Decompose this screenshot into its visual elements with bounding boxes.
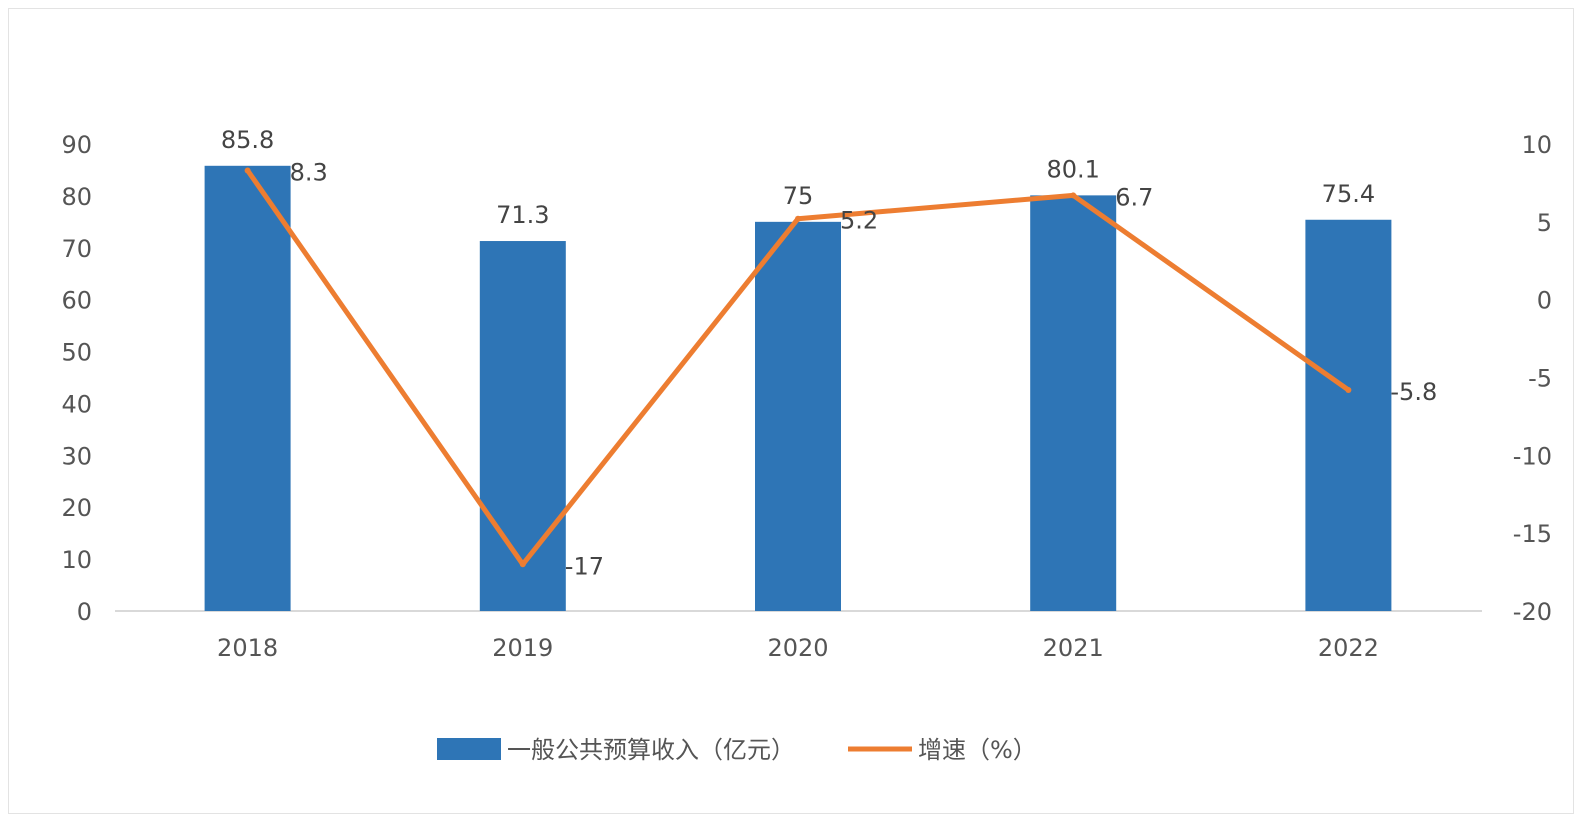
line-point xyxy=(1070,192,1077,199)
y-left-tick-label: 80 xyxy=(61,183,92,211)
bar-data-labels: 85.8 71.3 75 80.1 75.4 xyxy=(221,126,1375,229)
y-left-tick-label: 90 xyxy=(61,131,92,159)
y-right-tick-label: 5 xyxy=(1537,209,1552,237)
line-value-label: 8.3 xyxy=(290,158,328,186)
bar xyxy=(204,165,291,611)
bar-series xyxy=(204,165,1392,612)
bar xyxy=(479,241,566,611)
x-tick-label: 2019 xyxy=(492,634,553,662)
y-right-tick-label: -15 xyxy=(1513,520,1552,548)
y-left-axis: 0 10 20 30 40 50 60 70 80 90 xyxy=(61,131,92,626)
y-left-tick-label: 50 xyxy=(61,339,92,367)
x-tick-label: 2022 xyxy=(1318,634,1379,662)
bar-value-label: 80.1 xyxy=(1046,155,1099,183)
y-right-tick-label: -5 xyxy=(1528,365,1552,393)
legend: 一般公共预算收入（亿元） 增速（%） xyxy=(437,736,1037,764)
y-left-tick-label: 30 xyxy=(61,442,92,470)
line-point xyxy=(519,561,526,568)
line-series xyxy=(244,167,1352,568)
bar xyxy=(1030,195,1117,611)
y-right-tick-label: 10 xyxy=(1521,131,1552,159)
legend-swatch-bar xyxy=(437,738,501,760)
y-right-axis: -20 -15 -10 -5 0 5 10 xyxy=(1513,131,1552,626)
y-left-tick-label: 60 xyxy=(61,287,92,315)
line-point xyxy=(1345,386,1352,393)
line-value-label: 5.2 xyxy=(840,207,878,235)
y-right-tick-label: 0 xyxy=(1537,287,1552,315)
y-left-tick-label: 40 xyxy=(61,390,92,418)
y-left-tick-label: 10 xyxy=(61,546,92,574)
x-axis: 2018 2019 2020 2021 2022 xyxy=(217,634,1379,662)
bar-value-label: 71.3 xyxy=(496,201,549,229)
bar xyxy=(755,221,841,612)
line-point xyxy=(795,215,801,222)
bar xyxy=(1305,219,1392,611)
line-value-label: -17 xyxy=(565,552,604,580)
line-value-label: 6.7 xyxy=(1115,183,1153,211)
y-right-tick-label: -10 xyxy=(1513,442,1552,470)
legend-label-line: 增速（%） xyxy=(918,736,1037,764)
bar-value-label: 75 xyxy=(783,182,814,210)
legend-label-bar: 一般公共预算收入（亿元） xyxy=(507,736,795,764)
line-data-labels: 8.3 -17 5.2 6.7 -5.8 xyxy=(290,158,1438,580)
line-value-label: -5.8 xyxy=(1390,378,1437,406)
bar-value-label: 85.8 xyxy=(221,126,274,154)
line-point xyxy=(244,167,251,174)
y-left-tick-label: 0 xyxy=(77,598,92,626)
y-left-tick-label: 70 xyxy=(61,235,92,263)
bar-value-label: 75.4 xyxy=(1322,180,1375,208)
y-left-tick-label: 20 xyxy=(61,494,92,522)
x-tick-label: 2021 xyxy=(1043,634,1104,662)
x-tick-label: 2020 xyxy=(767,634,828,662)
x-tick-label: 2018 xyxy=(217,634,278,662)
y-right-tick-label: -20 xyxy=(1513,598,1552,626)
